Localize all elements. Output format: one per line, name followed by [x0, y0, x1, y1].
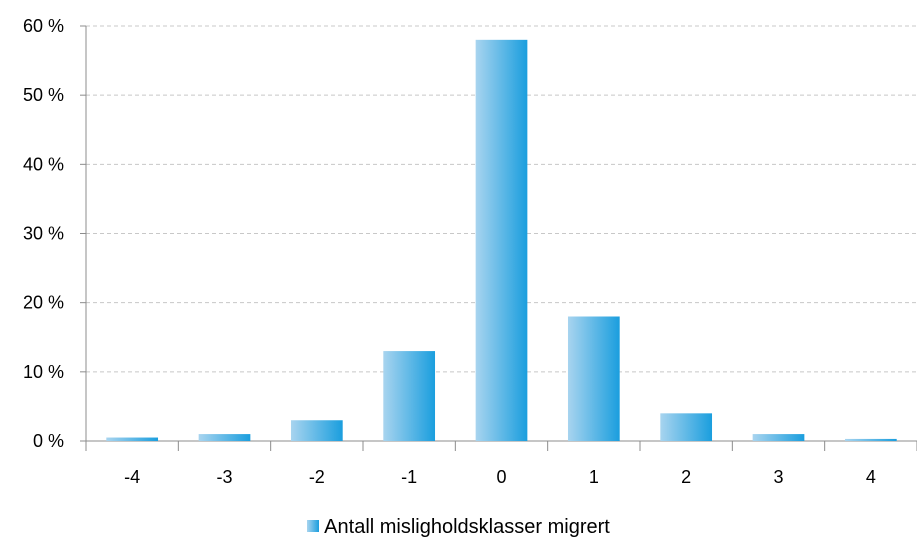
- y-tick-label: 30 %: [23, 224, 64, 244]
- bar: [752, 434, 805, 441]
- x-tick-label: -1: [401, 467, 417, 487]
- bar: [567, 316, 620, 441]
- y-tick-label: 10 %: [23, 362, 64, 382]
- x-tick-label: -2: [309, 467, 325, 487]
- y-tick-label: 50 %: [23, 85, 64, 105]
- x-tick-label: 0: [496, 467, 506, 487]
- legend: Antall misligholdsklasser migrert: [0, 516, 917, 539]
- bar: [198, 434, 251, 441]
- tick-labels: 0 % 10 % 20 % 30 % 40 % 50 % 60 % -4 -3 -2 -1 0 1 2 3 4: [23, 16, 876, 487]
- y-tick-label: 60 %: [23, 16, 64, 36]
- legend-swatch: [307, 519, 320, 532]
- x-tick-label: 1: [589, 467, 599, 487]
- bars: [106, 39, 897, 441]
- y-tick-label: 20 %: [23, 293, 64, 313]
- bar: [475, 39, 528, 441]
- legend-label: Antall misligholdsklasser migrert: [324, 516, 610, 538]
- bar: [290, 420, 343, 441]
- y-tick-label: 40 %: [23, 154, 64, 174]
- bar-chart: 0 % 10 % 20 % 30 % 40 % 50 % 60 % -4 -3 -2 -1 0 1 2 3 4: [23, 16, 917, 487]
- x-tick-label: -4: [124, 467, 140, 487]
- x-tick-label: 3: [773, 467, 783, 487]
- x-tick-label: -3: [216, 467, 232, 487]
- bar: [844, 438, 897, 441]
- x-tick-label: 2: [681, 467, 691, 487]
- bar: [106, 437, 159, 441]
- bar: [383, 351, 436, 441]
- bar: [660, 413, 713, 441]
- x-tick-label: 4: [866, 467, 876, 487]
- y-tick-label: 0 %: [33, 431, 64, 451]
